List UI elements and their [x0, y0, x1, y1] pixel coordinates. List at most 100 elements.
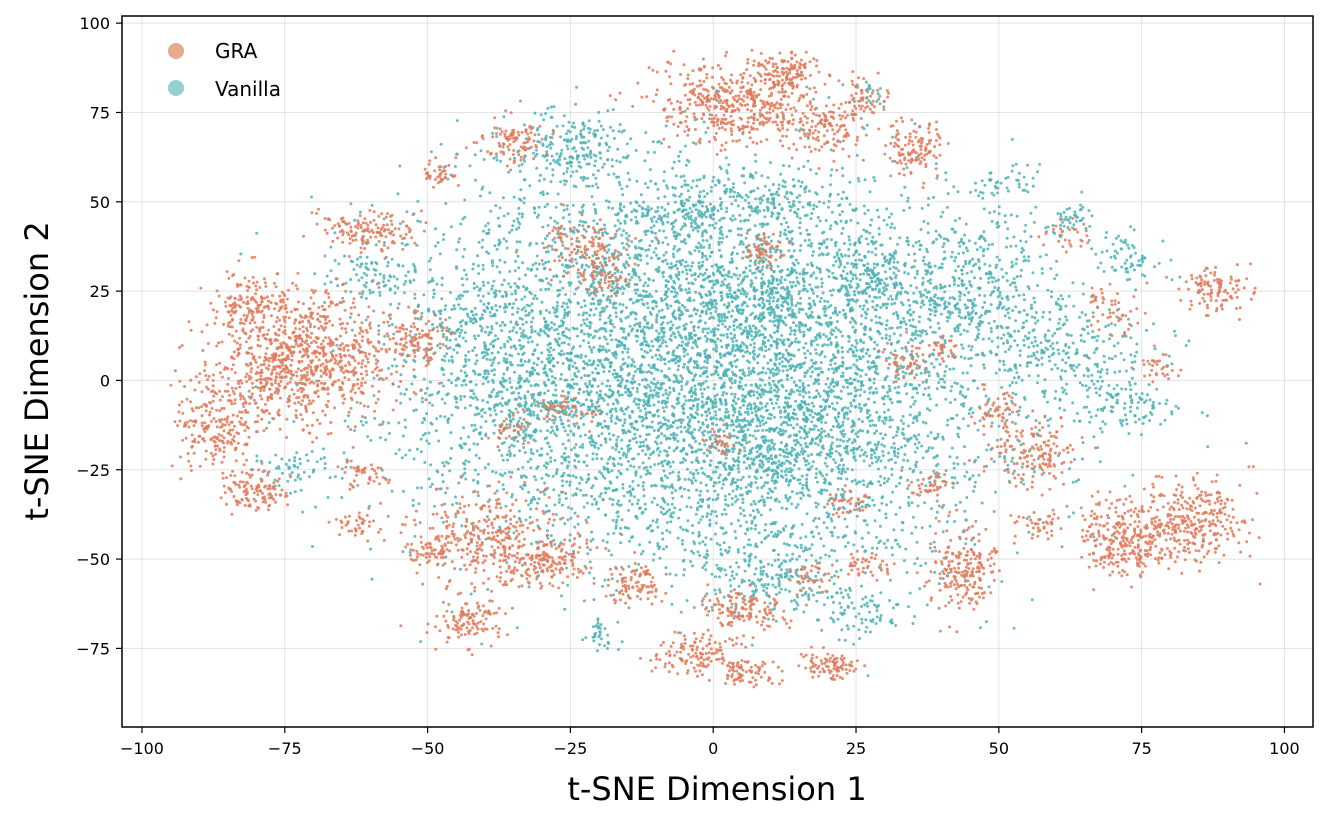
data-point	[755, 416, 759, 420]
data-point	[660, 206, 664, 209]
data-point	[513, 370, 517, 374]
data-point	[622, 246, 626, 250]
data-point	[941, 577, 945, 581]
data-point	[661, 321, 665, 325]
data-point	[882, 410, 886, 414]
data-point	[686, 264, 690, 268]
data-point	[960, 343, 964, 347]
data-point	[672, 210, 676, 214]
data-point	[634, 300, 638, 304]
data-point	[674, 489, 678, 492]
data-point	[643, 281, 647, 285]
data-point	[686, 352, 689, 356]
data-point	[518, 449, 521, 453]
data-point	[838, 213, 842, 217]
data-point	[742, 292, 746, 296]
data-point	[651, 519, 655, 523]
data-point	[573, 511, 577, 515]
data-point	[666, 215, 670, 219]
data-point	[942, 237, 946, 241]
data-point	[872, 381, 876, 385]
data-point	[841, 166, 844, 170]
data-point	[648, 168, 652, 172]
data-point	[1063, 408, 1066, 412]
data-point	[658, 353, 662, 357]
data-point	[748, 264, 752, 268]
data-point	[814, 501, 818, 505]
data-point	[524, 309, 528, 313]
data-point	[414, 408, 418, 412]
data-point	[724, 512, 728, 516]
data-point	[779, 222, 783, 226]
data-point	[947, 601, 951, 605]
data-point	[704, 379, 708, 383]
data-point	[462, 379, 466, 383]
data-point	[751, 446, 754, 450]
data-point	[603, 260, 607, 264]
data-point	[683, 144, 687, 148]
data-point	[636, 483, 640, 487]
data-point	[677, 308, 681, 312]
data-point	[866, 262, 870, 266]
data-point	[939, 215, 943, 219]
data-point	[894, 281, 898, 285]
data-point	[641, 484, 645, 488]
data-point	[596, 358, 600, 362]
data-point	[776, 264, 780, 268]
data-point	[543, 492, 547, 496]
data-point	[589, 539, 593, 543]
data-point	[494, 334, 497, 338]
data-point	[751, 509, 755, 513]
data-point	[952, 283, 956, 286]
data-point	[453, 307, 457, 311]
data-point	[633, 323, 637, 327]
data-point	[888, 326, 892, 330]
data-point	[676, 249, 680, 253]
data-point	[874, 455, 878, 459]
data-point	[756, 418, 760, 422]
data-point	[887, 356, 891, 360]
data-point	[760, 346, 764, 350]
data-point	[786, 423, 790, 427]
data-point	[566, 305, 570, 309]
data-point	[615, 315, 618, 319]
data-point	[794, 383, 798, 387]
data-point	[663, 297, 667, 301]
data-point	[643, 392, 647, 396]
data-point	[728, 292, 732, 296]
data-point	[488, 310, 492, 314]
data-point	[527, 380, 531, 384]
data-point	[662, 409, 666, 413]
data-point	[966, 424, 970, 428]
data-point	[684, 288, 688, 292]
data-point	[508, 360, 512, 364]
data-point	[858, 304, 862, 308]
data-point	[827, 554, 831, 558]
data-point	[669, 512, 673, 516]
data-point	[642, 398, 646, 402]
data-point	[833, 255, 836, 259]
data-point	[472, 262, 475, 266]
data-point	[515, 386, 519, 390]
data-point	[431, 295, 435, 299]
data-point	[813, 412, 817, 415]
data-point	[666, 521, 669, 524]
data-point	[690, 346, 694, 350]
data-point	[863, 390, 867, 394]
data-point	[643, 407, 647, 411]
data-point	[657, 241, 661, 245]
data-point	[472, 478, 475, 482]
data-point	[508, 270, 512, 273]
data-point	[480, 329, 484, 333]
data-point	[561, 323, 565, 327]
data-point	[617, 450, 621, 454]
data-point	[644, 294, 647, 298]
data-point	[690, 281, 694, 285]
data-point	[727, 177, 731, 181]
data-point	[809, 242, 813, 246]
data-point	[583, 322, 587, 325]
data-point	[591, 254, 595, 258]
data-point	[571, 378, 575, 381]
data-point	[559, 180, 563, 184]
data-point	[568, 483, 572, 487]
